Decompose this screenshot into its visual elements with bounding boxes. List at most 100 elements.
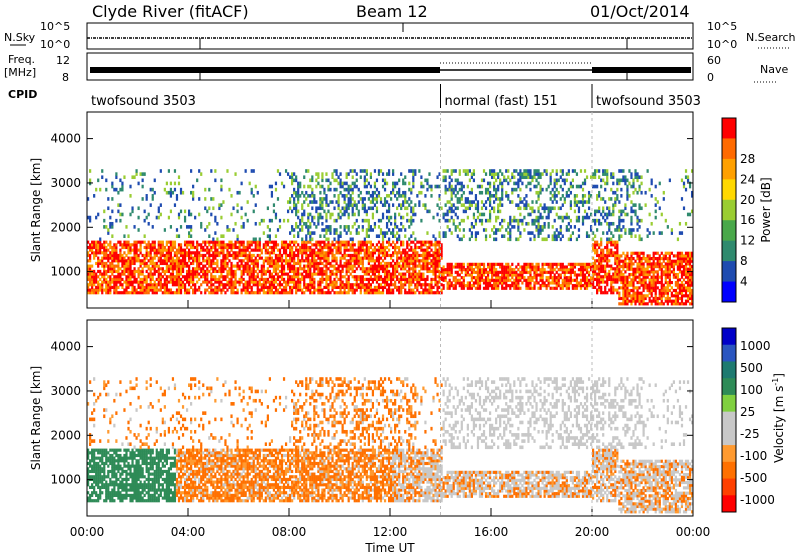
data-cell — [387, 243, 391, 247]
data-cell — [226, 243, 229, 247]
data-cell — [505, 273, 508, 277]
data-cell — [359, 291, 362, 295]
data-cell — [406, 251, 409, 255]
data-cell — [115, 285, 118, 289]
data-cell — [404, 288, 407, 292]
data-cell — [493, 286, 496, 290]
data-cell — [379, 277, 383, 282]
data-cell — [513, 218, 516, 223]
data-cell — [377, 272, 381, 276]
data-cell — [99, 272, 102, 276]
data-cell — [531, 276, 534, 280]
data-cell — [169, 194, 173, 198]
data-cell — [204, 275, 207, 279]
data-cell — [256, 261, 259, 266]
data-cell — [363, 203, 366, 207]
data-cell — [206, 240, 209, 244]
data-cell — [438, 197, 441, 201]
data-cell — [151, 261, 154, 266]
data-cell — [276, 291, 280, 295]
data-cell — [214, 248, 217, 252]
data-cell — [385, 209, 389, 214]
data-cell — [606, 215, 609, 220]
data-cell — [111, 261, 114, 266]
data-cell — [438, 256, 441, 260]
data-cell — [236, 253, 239, 258]
data-cell — [113, 264, 116, 268]
data-cell — [299, 285, 302, 289]
data-cell — [254, 280, 257, 284]
data-cell — [117, 285, 120, 289]
data-cell — [274, 264, 278, 268]
data-cell — [305, 225, 308, 229]
data-cell — [596, 264, 599, 268]
data-cell — [325, 275, 328, 279]
data-cell — [161, 248, 164, 252]
data-cell — [264, 280, 267, 284]
data-cell — [587, 190, 591, 195]
data-cell — [153, 288, 156, 292]
data-cell — [295, 209, 298, 214]
data-cell — [608, 206, 611, 211]
data-cell — [377, 234, 381, 238]
data-cell — [452, 187, 455, 192]
data-cell — [432, 285, 435, 289]
data-cell — [434, 184, 437, 189]
data-cell — [250, 269, 253, 274]
data-cell — [190, 240, 193, 244]
data-cell — [383, 285, 387, 289]
data-cell — [563, 265, 566, 269]
data-cell — [295, 248, 298, 252]
data-cell — [418, 275, 421, 279]
data-cell — [171, 248, 175, 252]
data-cell — [606, 206, 609, 211]
data-cell — [177, 269, 181, 274]
data-cell — [236, 190, 239, 195]
data-cell — [87, 197, 90, 201]
data-cell — [240, 253, 243, 258]
data-cell — [493, 225, 496, 229]
data-cell — [476, 184, 480, 189]
data-cell — [196, 280, 199, 284]
data-cell — [547, 215, 550, 220]
data-cell — [517, 172, 520, 176]
data-cell — [462, 234, 465, 238]
data-cell — [125, 275, 128, 279]
data-cell — [175, 269, 179, 274]
data-cell — [351, 288, 354, 292]
data-cell — [173, 261, 177, 266]
data-cell — [347, 275, 350, 279]
data-cell — [161, 245, 164, 250]
data-cell — [212, 256, 215, 260]
data-cell — [529, 175, 532, 180]
data-cell — [480, 184, 484, 189]
data-cell — [622, 251, 625, 255]
data-cell — [115, 288, 118, 292]
data-cell — [337, 181, 340, 186]
data-cell — [579, 273, 583, 277]
data-cell — [224, 261, 227, 266]
data-cell — [499, 221, 502, 226]
data-cell — [297, 187, 300, 192]
data-cell — [620, 275, 623, 279]
data-cell — [476, 273, 480, 277]
data-cell — [345, 175, 348, 180]
data-cell — [484, 218, 488, 223]
data-cell — [147, 212, 150, 217]
data-cell — [549, 265, 552, 269]
data-cell — [183, 285, 187, 289]
data-cell — [448, 284, 451, 288]
data-cell — [240, 275, 243, 279]
data-cell — [551, 187, 554, 192]
data-cell — [167, 275, 170, 279]
data-cell — [462, 284, 465, 288]
data-cell — [612, 277, 615, 282]
data-cell — [115, 277, 118, 282]
data-cell — [91, 245, 94, 250]
data-cell — [606, 231, 609, 235]
data-cell — [517, 218, 520, 223]
data-cell — [232, 264, 235, 268]
data-cell — [141, 285, 144, 289]
data-cell — [274, 253, 278, 258]
data-cell — [165, 275, 168, 279]
